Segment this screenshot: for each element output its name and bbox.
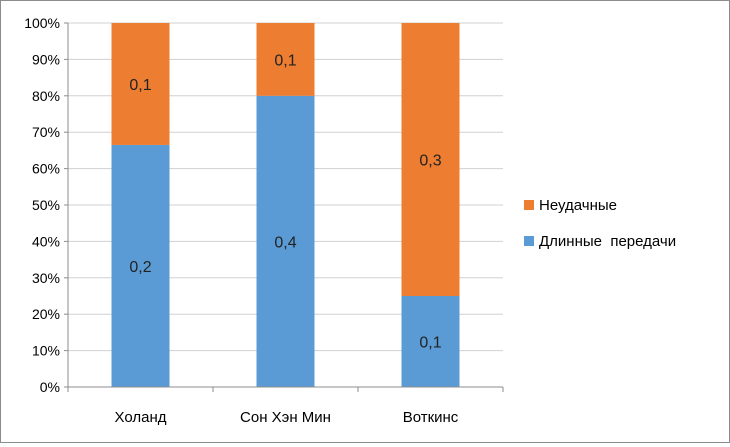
legend-label: Длинные передачи bbox=[539, 233, 676, 250]
legend-swatch bbox=[524, 200, 534, 210]
bar-segment bbox=[111, 23, 170, 145]
y-tick-label: 60% bbox=[32, 161, 60, 177]
bar-segment bbox=[256, 95, 315, 388]
bar-segment bbox=[256, 23, 315, 96]
bar-segment bbox=[401, 296, 460, 387]
x-tick-label: Холанд bbox=[115, 409, 167, 426]
y-tick-label: 30% bbox=[32, 270, 60, 286]
data-label: 0,4 bbox=[274, 234, 296, 251]
axes: 0% 10% 20% 30% 40% 50% 60% 70% 80% 90% 100% Холанд С… bbox=[24, 15, 504, 426]
y-tick-label: 10% bbox=[32, 343, 60, 359]
y-tick-label: 50% bbox=[32, 197, 60, 213]
data-label: 0,1 bbox=[419, 335, 441, 352]
bars: 0,2 0,1 0,4 0,1 0,1 0,3 bbox=[111, 23, 460, 388]
data-label: 0,1 bbox=[274, 52, 296, 69]
legend-swatch bbox=[524, 236, 534, 246]
y-tick-label: 80% bbox=[32, 88, 60, 104]
data-label: 0,2 bbox=[129, 259, 151, 276]
y-tick-label: 70% bbox=[32, 124, 60, 140]
bar-segment bbox=[111, 144, 170, 387]
y-tick-label: 0% bbox=[40, 379, 60, 395]
data-label: 0,3 bbox=[419, 153, 441, 170]
data-label: 0,1 bbox=[129, 77, 151, 94]
x-tick-label: Воткинс bbox=[403, 409, 459, 426]
y-tick-label: 40% bbox=[32, 233, 60, 249]
y-tick-label: 90% bbox=[32, 51, 60, 67]
bar-segment bbox=[401, 23, 460, 296]
legend-label: Неудачные bbox=[539, 197, 617, 214]
legend: Неудачные Длинные передачи bbox=[524, 197, 676, 250]
x-tick-label: Сон Хэн Мин bbox=[240, 409, 331, 426]
y-tick-label: 20% bbox=[32, 306, 60, 322]
y-tick-label: 100% bbox=[24, 15, 60, 31]
